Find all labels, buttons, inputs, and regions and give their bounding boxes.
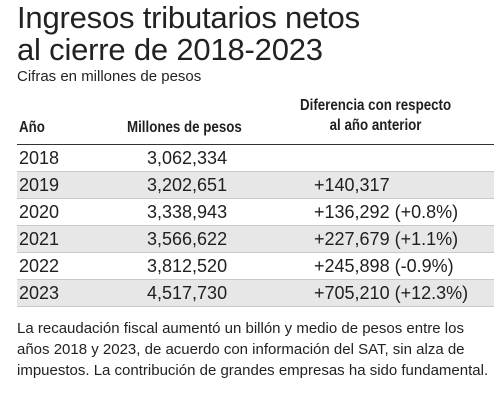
footnote: La recaudación fiscal aumentó un billón … (17, 320, 489, 379)
cell-difference: +140,317 (314, 175, 390, 195)
header-difference: Diferencia con respecto al año anterior (300, 96, 451, 136)
revenue-table: Año Millones de pesos Diferencia con res… (17, 94, 494, 307)
table-header: Año Millones de pesos Diferencia con res… (17, 94, 494, 145)
table-row: 2019 3,202,651 +140,317 (17, 172, 494, 199)
cell-year: 2022 (19, 256, 60, 276)
header-millions: Millones de pesos (127, 119, 242, 136)
page-title: Ingresos tributarios netos al cierre de … (17, 2, 360, 66)
cell-year: 2019 (19, 175, 60, 195)
table-row: 2021 3,566,622 +227,679 (+1.1%) (17, 226, 494, 253)
subtitle: Cifras en millones de pesos (17, 68, 202, 85)
cell-value: 4,517,730 (147, 283, 228, 303)
cell-value: 3,338,943 (147, 202, 228, 222)
header-difference-line-1: Diferencia con respecto (300, 97, 452, 114)
cell-value: 3,812,520 (147, 256, 228, 276)
cell-year: 2020 (19, 202, 60, 222)
cell-year: 2023 (19, 283, 60, 303)
title-line-1: Ingresos tributarios netos (17, 0, 360, 35)
cell-value: 3,202,651 (147, 175, 228, 195)
title-line-2: al cierre de 2018-2023 (17, 32, 323, 67)
cell-difference: +705,210 (+12.3%) (314, 283, 469, 303)
cell-difference: +245,898 (-0.9%) (314, 256, 454, 276)
cell-year: 2018 (19, 148, 60, 168)
cell-value: 3,062,334 (147, 148, 228, 168)
table-row: 2023 4,517,730 +705,210 (+12.3%) (17, 280, 494, 307)
table-row: 2020 3,338,943 +136,292 (+0.8%) (17, 199, 494, 226)
cell-value: 3,566,622 (147, 229, 228, 249)
cell-year: 2021 (19, 229, 60, 249)
header-year: Año (19, 119, 45, 136)
table-row: 2018 3,062,334 (17, 145, 494, 172)
cell-difference: +227,679 (+1.1%) (314, 229, 459, 249)
header-difference-line-2: al año anterior (329, 117, 422, 134)
cell-difference: +136,292 (+0.8%) (314, 202, 459, 222)
table-row: 2022 3,812,520 +245,898 (-0.9%) (17, 253, 494, 280)
